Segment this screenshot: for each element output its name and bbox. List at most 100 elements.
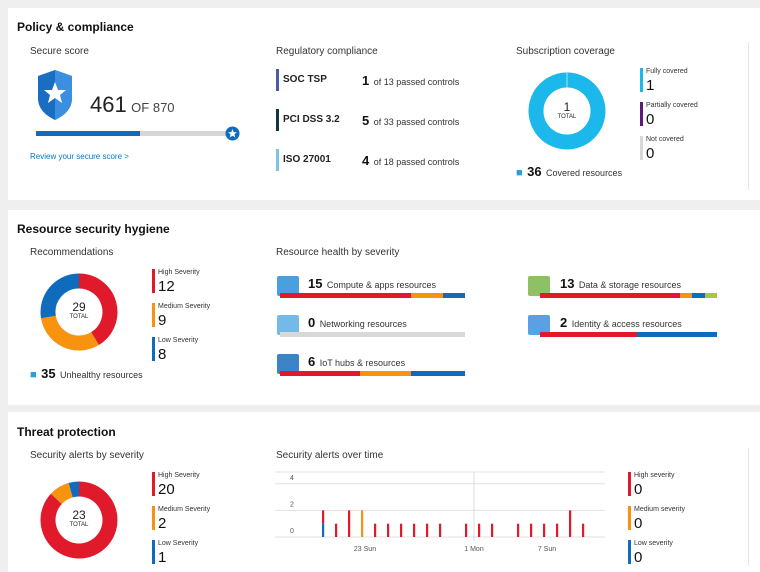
legend-color-bar [152,269,155,293]
threat-protection-card [8,412,760,572]
coverage-total-label: TOTAL [557,114,577,120]
legend-color-bar [628,540,631,564]
legend-label: Medium severity [634,506,685,513]
legend-value: 12 [158,278,175,295]
compliance-standard-name[interactable]: SOC TSP [283,74,327,85]
alert-bar-high [556,523,559,537]
legend-value: 1 [646,77,655,94]
section-title: Policy & compliance [17,20,134,34]
secure-score-bar [36,131,232,136]
alert-bar-high [517,523,520,537]
recommendations-total-label: TOTAL [69,314,89,320]
legend-color-bar [152,472,155,496]
alert-bar-high [400,523,403,537]
severity-segment [679,293,693,298]
legend-label: Medium Severity [158,303,211,310]
unhealthy-resources: ■ 35 Unhealthy resources [30,366,143,381]
alert-bar-high [348,510,351,537]
legend-label: High severity [634,472,675,479]
alerts-severity-header: Security alerts by severity [30,450,144,461]
secure-score-value: 461 OF 870 [90,92,175,117]
legend-value: 0 [646,145,655,162]
recommendations-donut [40,273,118,351]
alert-bar-high [426,523,429,537]
legend-label: High Severity [158,269,200,276]
resource-health-item[interactable]: 2 Identity & access resources [560,315,682,330]
x-tick-label: 23 Sun [354,546,376,553]
compliance-passed: 5 of 33 passed controls [362,113,460,128]
y-tick-label: 2 [290,501,294,508]
severity-bar [280,293,465,298]
resource-health-item[interactable]: 0 Networking resources [308,315,407,330]
severity-segment [442,293,465,298]
review-secure-score-link[interactable]: Review your secure score > [30,152,129,161]
alert-bar-low [322,523,325,537]
policy-compliance-card [8,8,760,200]
section-title: Resource security hygiene [17,222,170,236]
legend-value: 2 [158,515,167,532]
legend-label: Not covered [646,136,684,143]
legend-value: 0 [634,515,643,532]
alert-bar-high [543,523,546,537]
alerts-over-time-chart: 0 2 4 23 Sun 1 Mon 7 Sun [275,471,605,553]
legend-value: 0 [634,481,643,498]
alert-bar-high [374,523,377,537]
legend-label: High Severity [158,472,200,479]
compliance-standard-name[interactable]: ISO 27001 [283,154,331,165]
alerts-donut [40,481,118,559]
legend-color-bar [640,68,643,92]
severity-bar [540,332,717,337]
legend-color-bar [640,102,643,126]
divider [748,448,749,566]
compliance-color-bar [276,69,279,91]
resource-health-item[interactable]: 15 Compute & apps resources [308,276,436,291]
alert-bar-high [582,523,585,537]
resource-health-item[interactable]: 6 IoT hubs & resources [308,354,406,369]
severity-segment [692,293,705,298]
compliance-color-bar [276,109,279,131]
legend-label: Medium Severity [158,506,211,513]
coverage-header: Subscription coverage [516,46,615,57]
compliance-passed: 1 of 13 passed controls [362,73,460,88]
legend-value: 9 [158,312,167,329]
donut-slice [40,481,118,559]
alert-bar-high [387,523,390,537]
alert-bar-high [478,523,481,537]
donut-slice [68,481,80,498]
alert-bar-high [530,523,533,537]
networking-icon [277,315,299,335]
coverage-total: 1 [563,100,571,114]
severity-segment [704,293,717,298]
severity-bar [540,293,717,298]
donut-slice [40,273,80,319]
alert-bar-high [439,523,442,537]
legend-value: 0 [634,549,643,566]
legend-color-bar [152,540,155,564]
x-tick-label: 1 Mon [464,546,484,553]
donut-slice [78,273,118,345]
resource-health-item[interactable]: 13 Data & storage resources [560,276,681,291]
legend-label: Partially covered [646,102,698,109]
regulatory-header: Regulatory compliance [276,46,378,57]
alerts-total-label: TOTAL [69,522,89,528]
y-tick-label: 0 [290,528,294,535]
legend-label: Low Severity [158,540,199,547]
compliance-standard-name[interactable]: PCI DSS 3.2 [283,114,340,125]
legend-color-bar [640,136,643,160]
secure-score-header: Secure score [30,46,89,57]
score-star-icon [225,126,240,141]
legend-color-bar [628,472,631,496]
severity-bar [280,371,465,376]
severity-segment [637,332,717,337]
legend-color-bar [152,506,155,530]
compliance-color-bar [276,149,279,171]
divider [748,42,749,190]
severity-segment [411,371,465,376]
legend-label: Low Severity [158,337,199,344]
severity-segment [280,371,360,376]
section-title: Threat protection [17,425,116,439]
alert-bar-high [465,523,468,537]
alert-bar-high [491,523,494,537]
x-tick-label: 7 Sun [538,546,556,553]
coverage-donut [528,72,606,150]
